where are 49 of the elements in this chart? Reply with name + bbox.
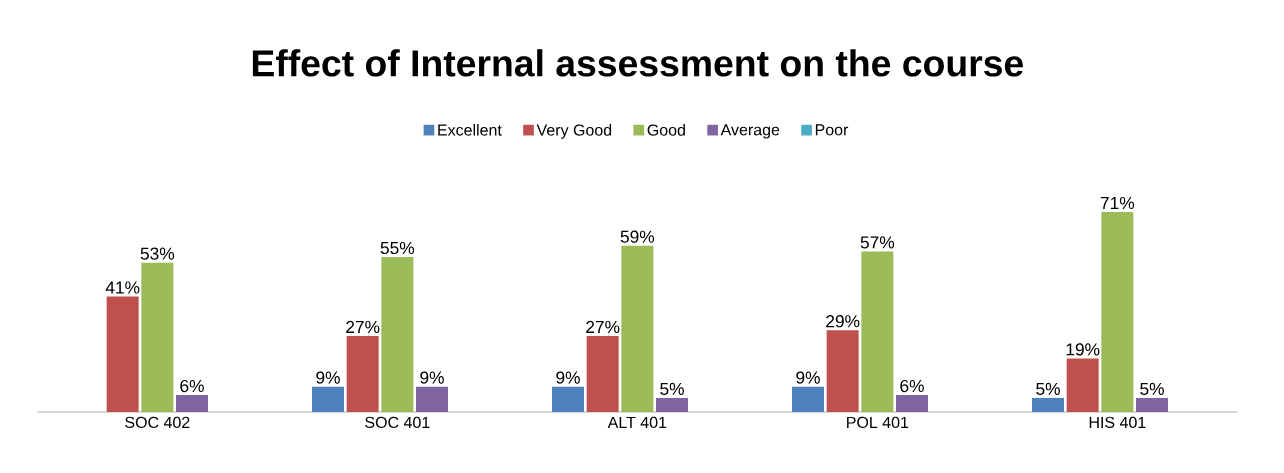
bar <box>106 296 139 412</box>
chart-title: Effect of Internal assessment on the course <box>252 49 1023 77</box>
bar <box>381 256 414 412</box>
bar <box>416 386 448 412</box>
data-label: 9% <box>420 371 444 384</box>
data-label: 5% <box>1036 382 1060 395</box>
bar <box>792 386 825 412</box>
data-label: 27% <box>346 320 380 333</box>
data-label: 5% <box>660 382 684 395</box>
legend-label: Poor <box>815 124 849 136</box>
bar <box>896 394 928 412</box>
bar <box>586 335 619 412</box>
bar <box>1066 358 1099 412</box>
bar <box>346 335 379 412</box>
bar <box>621 245 654 412</box>
bar <box>1032 397 1065 412</box>
x-tick-label: POL 401 <box>847 416 909 428</box>
data-label: 27% <box>586 320 620 333</box>
legend-label: Excellent <box>438 123 502 136</box>
data-label: 57% <box>860 236 895 249</box>
bar <box>312 386 344 412</box>
data-label: 6% <box>180 379 204 392</box>
data-label: 59% <box>620 230 655 243</box>
bar <box>141 262 174 412</box>
bar <box>656 397 688 412</box>
data-label: 55% <box>380 241 415 254</box>
data-label: 6% <box>900 379 924 392</box>
bar <box>176 394 208 412</box>
bar <box>861 251 894 412</box>
x-tick-label: SOC 402 <box>125 416 190 428</box>
x-tick-label: HIS 401 <box>1089 416 1146 428</box>
legend-label: Average <box>720 124 780 139</box>
legend-label: Good <box>647 123 685 136</box>
data-label: 5% <box>1140 382 1164 395</box>
data-label: 9% <box>556 371 580 384</box>
x-tick-label: SOC 401 <box>365 416 430 428</box>
data-label: 9% <box>316 371 340 384</box>
data-label: 53% <box>140 247 175 260</box>
bar <box>1101 211 1134 412</box>
bar <box>826 330 859 412</box>
x-tick-label: ALT 401 <box>607 416 667 428</box>
data-label: 19% <box>1066 343 1100 356</box>
bar <box>1136 397 1169 412</box>
data-label: 29% <box>826 314 860 328</box>
data-label: 71% <box>1100 196 1135 209</box>
data-label: 9% <box>796 371 820 384</box>
bar <box>552 386 585 412</box>
legend-label: Very Good <box>536 123 612 139</box>
data-label: 41% <box>105 281 140 294</box>
